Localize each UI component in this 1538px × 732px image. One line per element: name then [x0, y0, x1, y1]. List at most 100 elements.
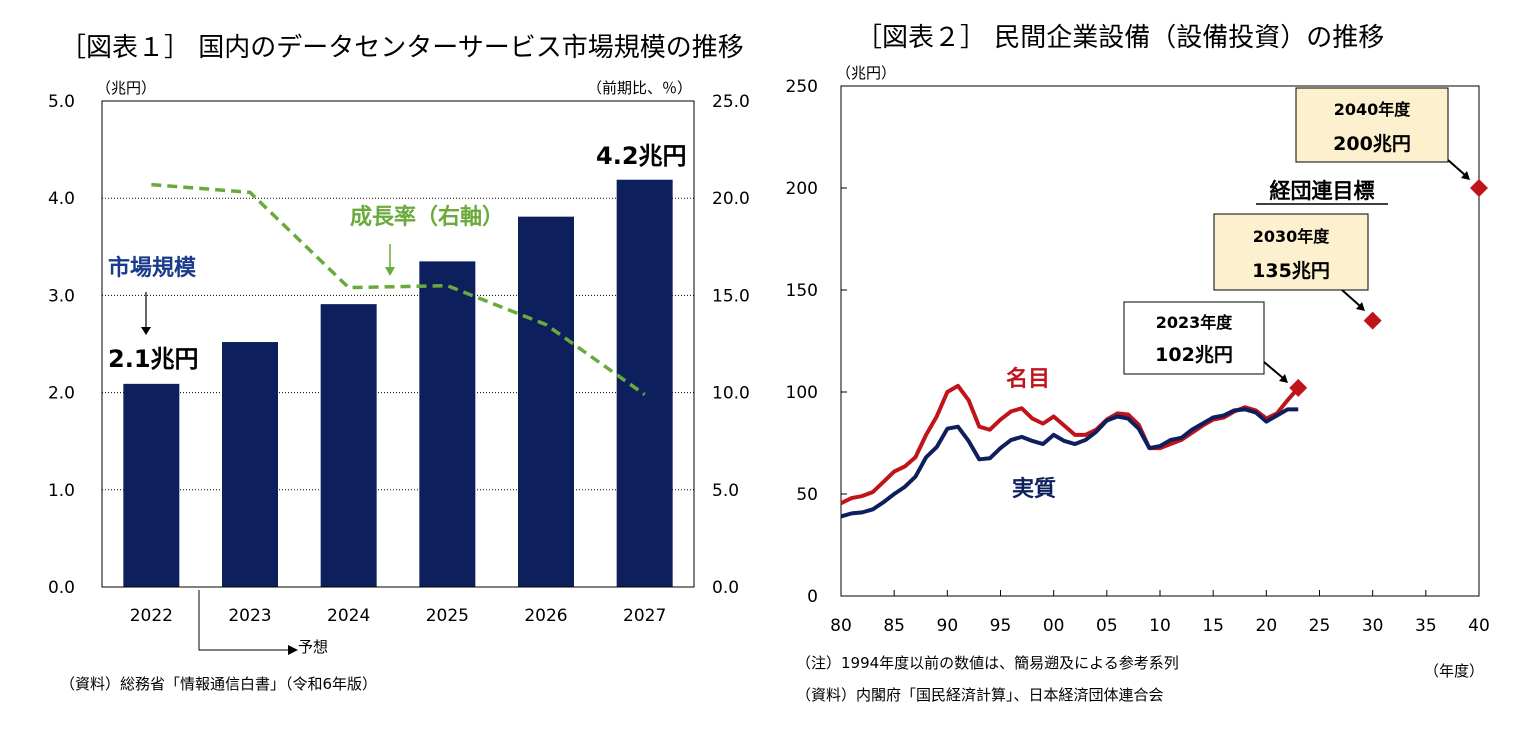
chart2-x-tick: 00: [1043, 616, 1065, 636]
chart1-gridlines: [102, 197, 694, 491]
chart1-plot-frame: [101, 100, 695, 588]
callout-2040-arrowhead: [1461, 171, 1470, 180]
chart2-note: （注）1994年度以前の数値は、簡易遡及による参考系列: [796, 654, 1179, 672]
chart2-y-tick: 200: [786, 179, 818, 199]
chart1-left-tick: 2.0: [48, 384, 75, 404]
chart2-target-marker: [1363, 311, 1382, 330]
chart1-bar: [320, 304, 377, 587]
chart1-right-tick: 10.0: [712, 384, 750, 404]
chart2-x-tick: 40: [1468, 616, 1490, 636]
callout-2040-value: 200兆円: [1333, 133, 1411, 155]
chart1-growth-line: [151, 182, 646, 396]
chart2-source: （資料）内閣府「国民経済計算」、日本経済団体連合会: [796, 686, 1164, 704]
chart1-forecast-label: 予想: [298, 638, 328, 656]
chart2-target-heading: 経団連目標: [1270, 179, 1375, 203]
chart2-x-unit: （年度）: [1424, 662, 1484, 680]
chart1-left-tick: 5.0: [48, 92, 75, 112]
chart2-real-label: 実質: [1012, 476, 1056, 502]
callout-2030-arrowhead: [1356, 302, 1365, 311]
chart2-y-tick: 50: [796, 485, 818, 505]
chart2-y-tick: 100: [786, 383, 818, 403]
chart1-bar: [222, 342, 278, 587]
chart2-x-tick: 20: [1256, 616, 1278, 636]
chart1-source: （資料）総務省「情報通信白書」（令和6年版）: [60, 675, 377, 693]
chart1-bar: [123, 383, 180, 587]
chart1-forecast-arrowhead: [288, 645, 298, 655]
chart2-x-axis: 80 85 90 95 00 05 10 15 20 25 30 35 40: [830, 590, 1490, 636]
chart1-left-unit: （兆円）: [96, 79, 156, 97]
chart2-x-tick: 95: [990, 616, 1012, 636]
chart2-x-tick: 30: [1362, 616, 1384, 636]
chart2-callout-2040: 2040年度 200兆円: [1295, 87, 1470, 180]
chart2-target-marker: [1470, 179, 1488, 197]
chart2-y-unit: （兆円）: [836, 64, 896, 82]
chart1-x-tick: 2023: [228, 606, 271, 626]
chart1-forecast-bracket: [198, 590, 290, 651]
chart1-left-tick: 4.0: [48, 189, 75, 209]
chart1-bar: [419, 261, 476, 587]
chart1-left-tick: 1.0: [48, 481, 75, 501]
chart1-right-axis: 0.0 5.0 10.0 15.0 20.0 25.0: [712, 92, 750, 598]
chart2-callout-2023: 2023年度 102兆円: [1123, 301, 1288, 383]
chart2-nominal-label: 名目: [1006, 366, 1050, 392]
chart1-right-tick: 15.0: [712, 286, 750, 306]
chart2-x-tick: 05: [1096, 616, 1118, 636]
chart1-right-tick: 20.0: [712, 189, 750, 209]
chart1-title: ［図表１］ 国内のデータセンターサービス市場規模の推移: [60, 33, 744, 63]
chart1-left-tick: 0.0: [48, 578, 75, 598]
chart2-x-tick: 90: [937, 616, 959, 636]
chart1-left-axis: 0.0 1.0 2.0 3.0 4.0 5.0: [48, 92, 75, 598]
callout-2040-arrow: [1447, 159, 1466, 176]
chart1-x-tick: 2026: [524, 606, 567, 626]
chart1-bar: [518, 216, 574, 587]
chart1-line-label-arrowhead: [385, 267, 395, 276]
callout-2030-arrow: [1341, 289, 1361, 307]
callout-2040-year: 2040年度: [1334, 100, 1412, 119]
chart1-x-axis: 2022 2023 2024 2025 2026 2027: [130, 606, 667, 626]
chart1-right-unit: （前期比、％）: [587, 79, 692, 97]
callout-2030-value: 135兆円: [1252, 260, 1330, 282]
chart1-bars: [123, 179, 673, 587]
callout-2023-box: [1123, 301, 1265, 375]
chart1-right-tick: 5.0: [712, 481, 739, 501]
chart2-y-axis: 0 50 100 150 200 250: [786, 77, 847, 607]
callout-2023-arrowhead: [1279, 374, 1288, 383]
chart2-x-tick: 15: [1202, 616, 1224, 636]
chart1-x-tick: 2025: [426, 606, 469, 626]
chart1-bar: [616, 179, 673, 587]
chart2-target-markers: [1289, 179, 1488, 397]
chart1-bar-series-label: 市場規模: [108, 255, 197, 281]
chart2-nominal-line: [840, 383, 1300, 505]
chart2-y-tick: 150: [786, 281, 818, 301]
chart2-y-tick: 250: [786, 77, 818, 97]
chart1-right-tick: 25.0: [712, 92, 750, 112]
chart2-x-tick: 85: [883, 616, 905, 636]
chart2-callout-2030: 2030年度 135兆円: [1213, 213, 1369, 311]
chart1-bar-label-arrowhead: [141, 327, 151, 335]
chart2-x-tick: 10: [1149, 616, 1171, 636]
callout-2030-box: [1213, 213, 1369, 291]
callout-2023-value: 102兆円: [1155, 344, 1233, 366]
callout-2023-year: 2023年度: [1156, 313, 1234, 332]
chart2-x-tick: 35: [1415, 616, 1437, 636]
chart2-real-line: [840, 407, 1299, 519]
callout-2023-arrow: [1263, 361, 1284, 379]
chart1: ［図表１］ 国内のデータセンターサービス市場規模の推移 （兆円） （前期比、％）…: [48, 33, 750, 693]
chart1-x-tick: 2024: [327, 606, 370, 626]
chart1-line-series-label: 成長率（右軸）: [350, 204, 504, 230]
callout-2030-year: 2030年度: [1253, 227, 1331, 246]
chart2: ［図表２］ 民間企業設備（設備投資）の推移 （兆円） 0501001502002…: [786, 23, 1490, 704]
chart2-x-tick: 80: [830, 616, 852, 636]
chart1-first-value-label: 2.1兆円: [108, 345, 199, 373]
chart2-title: ［図表２］ 民間企業設備（設備投資）の推移: [856, 23, 1384, 53]
chart1-left-tick: 3.0: [48, 286, 75, 306]
chart1-last-value-label: 4.2兆円: [596, 142, 687, 170]
callout-2040-box: [1295, 87, 1449, 163]
chart2-target-marker: [1289, 378, 1308, 397]
chart1-x-tick: 2027: [623, 606, 666, 626]
chart1-x-tick: 2022: [130, 606, 173, 626]
chart1-right-tick: 0.0: [712, 578, 739, 598]
chart2-x-tick: 25: [1309, 616, 1331, 636]
chart2-y-tick: 0: [807, 587, 818, 607]
